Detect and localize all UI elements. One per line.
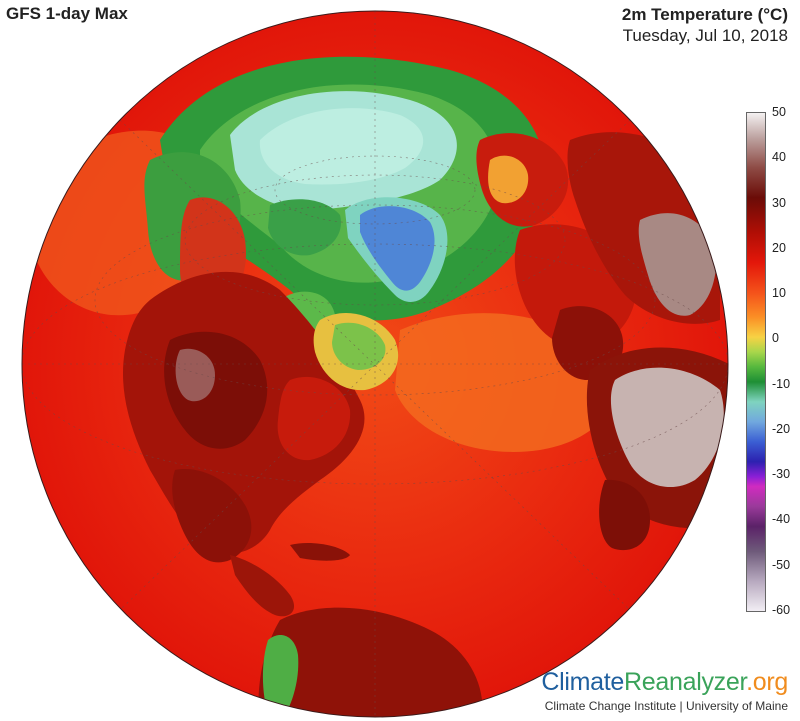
scandinavia-mountains bbox=[488, 155, 529, 204]
colorbar-tick: 20 bbox=[772, 240, 786, 255]
brand-part3: .org bbox=[746, 668, 788, 696]
greenland-cold-core bbox=[360, 206, 435, 291]
us-southwest-desert bbox=[175, 348, 215, 402]
caribbean-islands bbox=[290, 543, 350, 561]
arabian-heat bbox=[638, 213, 717, 316]
canadian-archipelago bbox=[268, 199, 341, 256]
colorbar-tick: 0 bbox=[772, 331, 779, 346]
temperature-colorbar bbox=[746, 112, 766, 612]
map-header: 2m Temperature (°C) Tuesday, Jul 10, 201… bbox=[622, 4, 788, 46]
colorbar-tick: 40 bbox=[772, 150, 786, 165]
colorbar-tick: 50 bbox=[772, 105, 786, 119]
brand-logo: ClimateReanalyzer.org bbox=[541, 668, 788, 697]
map-date: Tuesday, Jul 10, 2018 bbox=[622, 26, 788, 45]
colorbar-tick: -40 bbox=[772, 512, 791, 527]
mexico-land bbox=[172, 469, 252, 563]
brand-part2: Reanalyzer bbox=[624, 668, 747, 696]
colorbar-tick: -50 bbox=[772, 557, 791, 572]
west-africa-land bbox=[599, 479, 650, 551]
arctic-ice-center bbox=[259, 108, 424, 185]
andes-green bbox=[262, 635, 299, 717]
colorbar-tick: 30 bbox=[772, 195, 786, 210]
central-america-land bbox=[230, 555, 295, 617]
labrador-green bbox=[332, 322, 386, 370]
product-title: GFS 1-day Max bbox=[6, 4, 128, 23]
colorbar-tick: -20 bbox=[772, 421, 791, 436]
variable-title: 2m Temperature (°C) bbox=[621, 5, 788, 24]
south-america-land bbox=[258, 607, 483, 717]
brand-part1: Climate bbox=[541, 668, 625, 696]
eastern-us-warm bbox=[277, 376, 351, 461]
sahara-extreme-heat bbox=[610, 367, 724, 488]
colorbar-tick: -30 bbox=[772, 467, 791, 482]
colorbar-tick: -60 bbox=[772, 603, 791, 617]
colorbar-tick: -10 bbox=[772, 376, 791, 391]
credit-line: Climate Change Institute | University of… bbox=[544, 699, 788, 713]
colorbar-tick: 10 bbox=[772, 286, 786, 301]
graticule bbox=[22, 11, 728, 717]
